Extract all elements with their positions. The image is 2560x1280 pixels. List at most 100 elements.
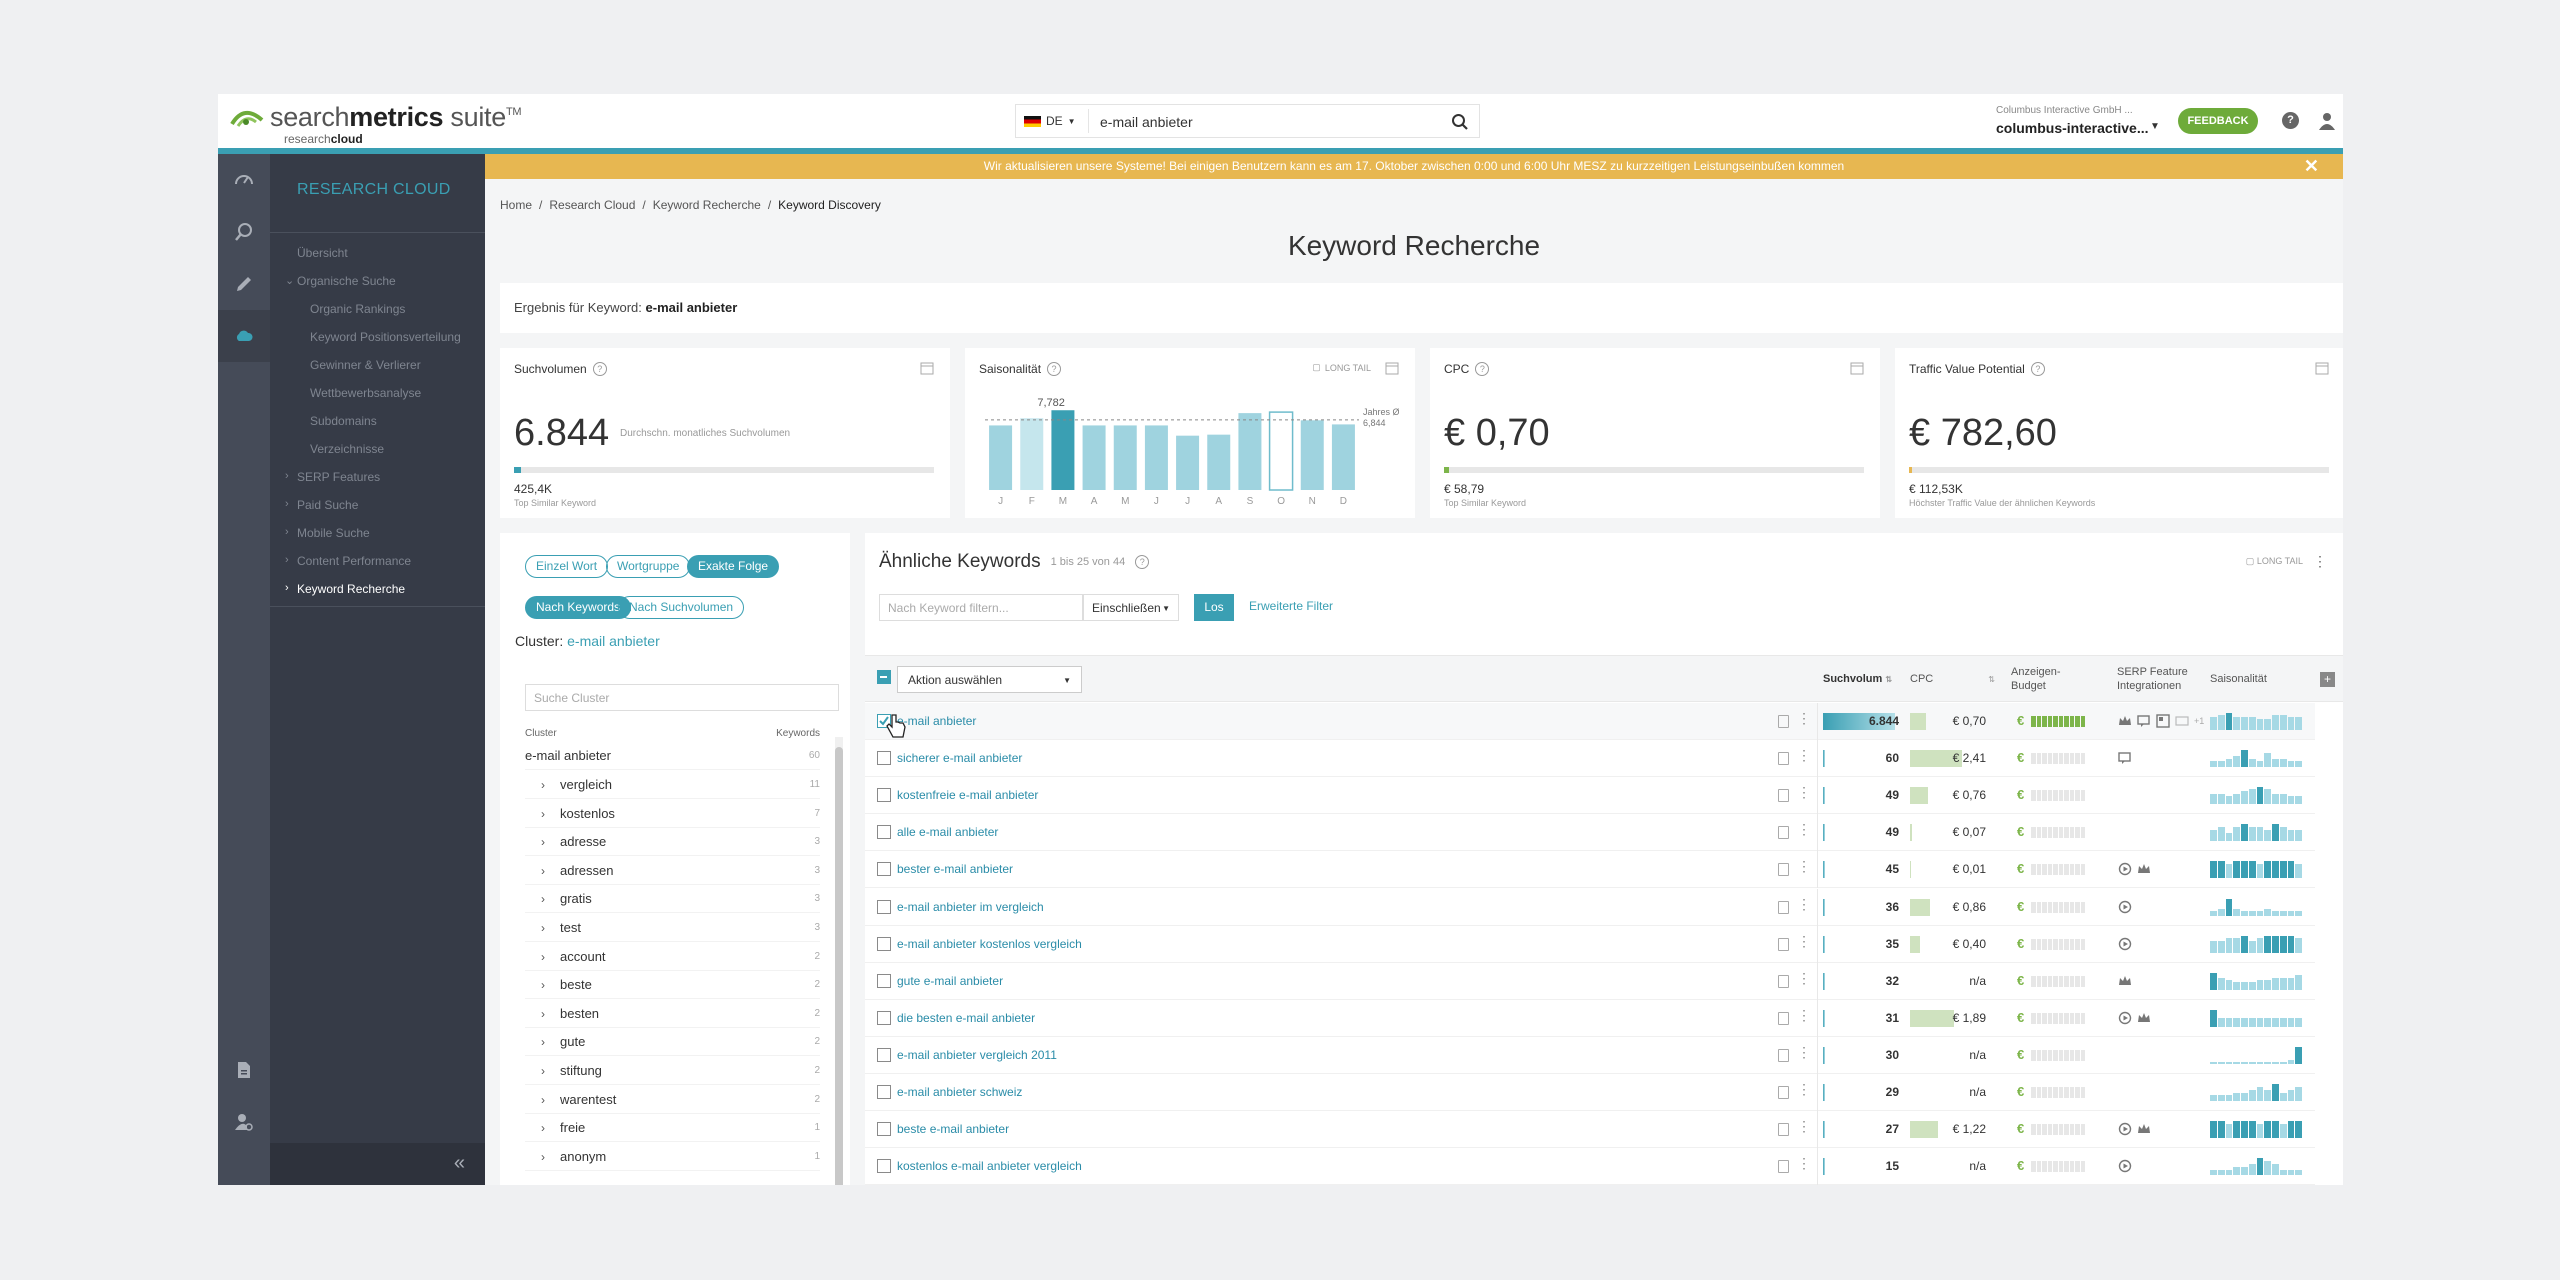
account-selector[interactable]: Columbus Interactive GmbH ... columbus-i… (1996, 105, 2160, 136)
more-options-icon[interactable]: ⋮ (1797, 784, 1811, 801)
more-options-icon[interactable]: ⋮ (1797, 1118, 1811, 1135)
season-bar-4[interactable] (1113, 425, 1137, 490)
row-checkbox[interactable] (877, 973, 891, 988)
chevron-right-icon[interactable]: › (541, 1006, 545, 1021)
keyword-link[interactable]: beste e-mail anbieter (897, 1122, 1010, 1137)
cluster-row[interactable]: › account 2 (525, 943, 820, 971)
col-serp[interactable]: SERP Feature Integrationen (2117, 666, 2188, 692)
more-options-icon[interactable]: ⋮ (1797, 895, 1811, 912)
season-bar-5[interactable] (1144, 425, 1168, 490)
keyword-filter-input[interactable]: Nach Keyword filtern... (879, 594, 1083, 621)
col-suchvolumen[interactable]: Suchvolum ⇅ (1823, 672, 1892, 687)
keyword-link[interactable]: die besten e-mail anbieter (897, 1010, 1036, 1025)
rail-research[interactable] (218, 206, 270, 258)
pill-einzel-wort[interactable]: Einzel Wort (525, 555, 609, 578)
season-bar-9[interactable] (1268, 411, 1294, 491)
calendar-icon[interactable] (1385, 361, 1399, 375)
chevron-right-icon[interactable]: › (541, 778, 545, 792)
more-options-icon[interactable]: ⋮ (1797, 1155, 1811, 1172)
add-column-button[interactable]: + (2320, 672, 2335, 687)
sidebar-item-keyword-positionsverteilung[interactable]: Keyword Positionsverteilung (310, 330, 461, 344)
chevron-right-icon[interactable]: › (541, 1121, 545, 1136)
row-checkbox[interactable] (877, 714, 891, 728)
chevron-right-icon[interactable]: › (541, 978, 545, 993)
calendar-icon[interactable] (920, 361, 934, 375)
col-saisonalitaet[interactable]: Saisonalität (2210, 673, 2267, 685)
cluster-row[interactable]: › gute 2 (525, 1028, 820, 1057)
calendar-icon[interactable] (1850, 361, 1864, 375)
document-icon[interactable] (1778, 752, 1789, 766)
col-budget[interactable]: Anzeigen- Budget (2011, 666, 2061, 692)
more-options-icon[interactable]: ⋮ (1797, 821, 1811, 838)
rail-reports[interactable] (218, 1044, 270, 1096)
close-icon[interactable]: ✕ (2303, 156, 2319, 176)
keyword-link[interactable]: e-mail anbieter im vergleich (897, 899, 1044, 914)
language-selector[interactable]: DE ▼ (1024, 114, 1076, 128)
sidebar-item-wettbewerbsanalyse[interactable]: Wettbewerbsanalyse (310, 386, 421, 400)
keyword-link[interactable]: sicherer e-mail anbieter (897, 751, 1023, 766)
collapse-sidebar-button[interactable]: « (270, 1143, 485, 1185)
season-bar-0[interactable] (989, 425, 1013, 490)
nav-title[interactable]: RESEARCH CLOUD (297, 181, 451, 198)
serp-more[interactable]: +1 (2194, 716, 2205, 726)
more-options-icon[interactable]: ⋮ (1797, 1006, 1811, 1023)
cluster-row[interactable]: › freie 1 (525, 1114, 820, 1143)
more-options-icon[interactable]: ⋮ (1797, 710, 1811, 726)
row-checkbox[interactable] (877, 788, 891, 803)
more-options-icon[interactable]: ⋮ (1797, 969, 1811, 986)
pill-exakte-folge[interactable]: Exakte Folge (687, 555, 780, 578)
rail-user-settings[interactable] (218, 1096, 270, 1148)
chevron-right-icon[interactable]: › (541, 921, 545, 935)
row-checkbox[interactable] (877, 1085, 891, 1099)
sidebar-item-keyword-recherche[interactable]: › Keyword Recherche (285, 582, 405, 596)
sidebar-item-gewinner-verlierer[interactable]: Gewinner & Verlierer (310, 358, 421, 372)
keyword-link[interactable]: e-mail anbieter (897, 714, 977, 728)
chevron-right-icon[interactable]: › (541, 1064, 545, 1078)
sidebar-item-verzeichnisse[interactable]: Verzeichnisse (310, 442, 384, 456)
cluster-row[interactable]: › adresse 3 (525, 828, 820, 857)
sidebar-item-organische-suche[interactable]: ⌄ Organische Suche (285, 274, 396, 288)
season-bar-6[interactable] (1176, 435, 1200, 490)
more-options-icon[interactable]: ⋮ (1797, 932, 1811, 949)
include-select[interactable]: Einschließen ▼ (1083, 594, 1179, 621)
document-icon[interactable] (1778, 715, 1789, 728)
col-cpc[interactable]: CPC ⇅ (1910, 672, 1995, 687)
row-checkbox[interactable] (877, 1047, 891, 1062)
row-checkbox[interactable] (877, 936, 891, 951)
cluster-row[interactable]: › besten 2 (525, 1000, 820, 1028)
select-all-checkbox[interactable] (877, 670, 891, 684)
row-checkbox[interactable] (877, 1122, 891, 1137)
chevron-right-icon[interactable]: › (541, 1092, 545, 1107)
row-checkbox[interactable] (877, 1010, 891, 1025)
document-icon[interactable] (1778, 1160, 1789, 1174)
long-tail-toggle[interactable]: ▢ LONG TAIL (1312, 362, 1371, 373)
cluster-row[interactable]: › warentest 2 (525, 1086, 820, 1114)
document-icon[interactable] (1778, 1086, 1789, 1099)
document-icon[interactable] (1778, 1123, 1789, 1137)
keyword-link[interactable]: e-mail anbieter schweiz (897, 1085, 1023, 1099)
breadcrumb-research-cloud[interactable]: Research Cloud (549, 198, 636, 212)
keyword-link[interactable]: bester e-mail anbieter (897, 862, 1014, 877)
more-options-icon[interactable]: ⋮ (1797, 858, 1811, 875)
cluster-row[interactable]: › test 3 (525, 914, 820, 942)
go-button[interactable]: Los (1194, 594, 1234, 621)
keyword-link[interactable]: e-mail anbieter kostenlos vergleich (897, 936, 1082, 951)
chevron-right-icon[interactable]: › (541, 863, 545, 878)
pill-nach-keywords[interactable]: Nach Keywords (525, 596, 632, 619)
document-icon[interactable] (1778, 900, 1789, 914)
rail-research-cloud[interactable] (218, 310, 270, 362)
chevron-right-icon[interactable]: › (541, 892, 545, 907)
pill-wortgruppe[interactable]: Wortgruppe (606, 555, 691, 578)
scrollbar-thumb[interactable] (835, 747, 843, 1185)
help-icon[interactable]: ? (2282, 112, 2299, 129)
help-icon[interactable]: ? (2030, 362, 2045, 376)
help-icon[interactable]: ? (1047, 362, 1062, 376)
row-checkbox[interactable] (877, 751, 891, 766)
sidebar-item--bersicht[interactable]: Übersicht (297, 246, 348, 260)
document-icon[interactable] (1778, 863, 1789, 877)
document-icon[interactable] (1778, 789, 1789, 803)
keyword-link[interactable]: gute e-mail anbieter (897, 973, 1004, 988)
breadcrumb-home[interactable]: Home (500, 198, 533, 212)
more-options-icon[interactable]: ⋮ (1797, 1081, 1811, 1097)
long-tail-toggle[interactable]: ▢ LONG TAIL (2245, 556, 2303, 566)
